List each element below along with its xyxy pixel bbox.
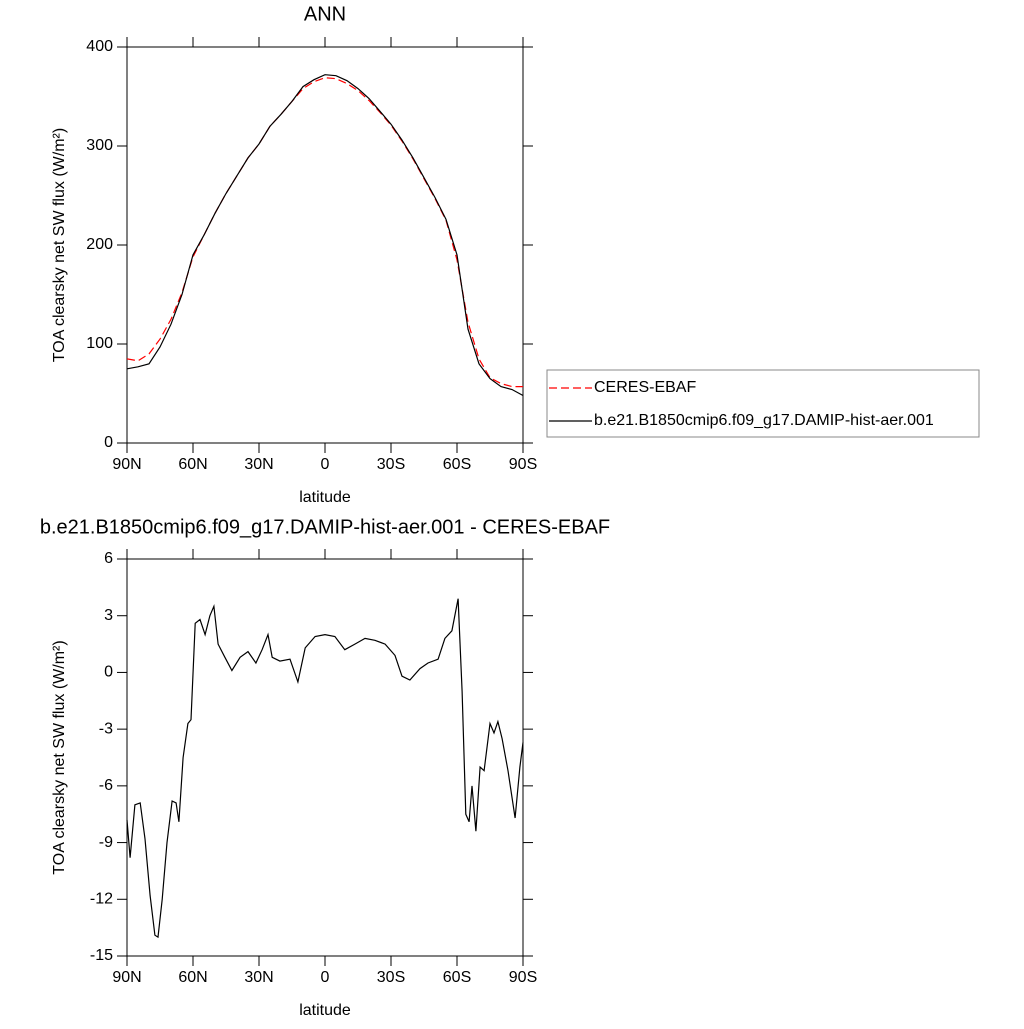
x-tick-label: 0 <box>321 969 330 986</box>
x-tick-label: 60N <box>178 969 207 986</box>
y-tick-label: 0 <box>104 664 113 681</box>
legend-box <box>546 369 980 438</box>
y-tick-label: 3 <box>104 607 113 624</box>
y-tick-label: 200 <box>86 236 113 253</box>
x-axis-label: latitude <box>299 1002 351 1019</box>
x-tick-label: 90N <box>112 456 141 473</box>
series-line <box>126 74 524 397</box>
x-tick-label: 30N <box>244 969 273 986</box>
x-tick-label: 0 <box>321 456 330 473</box>
y-axis-label: TOA clearsky net SW flux (W/m²) <box>51 640 68 874</box>
series-line <box>126 77 523 388</box>
y-tick-label: -3 <box>99 720 113 737</box>
x-tick-label: 30S <box>377 456 405 473</box>
y-tick-label: 6 <box>104 550 113 567</box>
y-tick-label: 300 <box>86 137 113 154</box>
y-axis-label: TOA clearsky net SW flux (W/m²) <box>51 128 68 362</box>
x-tick-label: 60S <box>443 456 471 473</box>
x-tick-label: 60N <box>178 456 207 473</box>
legend-label: CERES-EBAF <box>594 379 696 396</box>
y-tick-label: 100 <box>86 335 113 352</box>
x-tick-label: 30N <box>244 456 273 473</box>
x-tick-label: 90S <box>509 969 537 986</box>
x-tick-label: 90N <box>112 969 141 986</box>
chart-title: b.e21.B1850cmip6.f09_g17.DAMIP-hist-aer.… <box>40 516 610 538</box>
y-tick-label: -9 <box>99 834 113 851</box>
plot-frame <box>126 46 524 444</box>
series-line <box>126 598 524 939</box>
x-tick-label: 30S <box>377 969 405 986</box>
y-tick-label: -15 <box>90 947 113 964</box>
legend: CERES-EBAF b.e21.B1850cmip6.f09_g17.DAMIP… <box>546 369 980 438</box>
y-tick-label: 0 <box>104 434 113 451</box>
x-tick-label: 60S <box>443 969 471 986</box>
chart-title: ANN <box>304 3 346 25</box>
y-tick-label: 400 <box>86 38 113 55</box>
legend-label: b.e21.B1850cmip6.f09_g17.DAMIP-hist-aer.… <box>594 412 934 429</box>
y-tick-label: -6 <box>99 777 113 794</box>
x-tick-label: 90S <box>509 456 537 473</box>
y-tick-label: -12 <box>90 891 113 908</box>
x-axis-label: latitude <box>299 489 351 506</box>
